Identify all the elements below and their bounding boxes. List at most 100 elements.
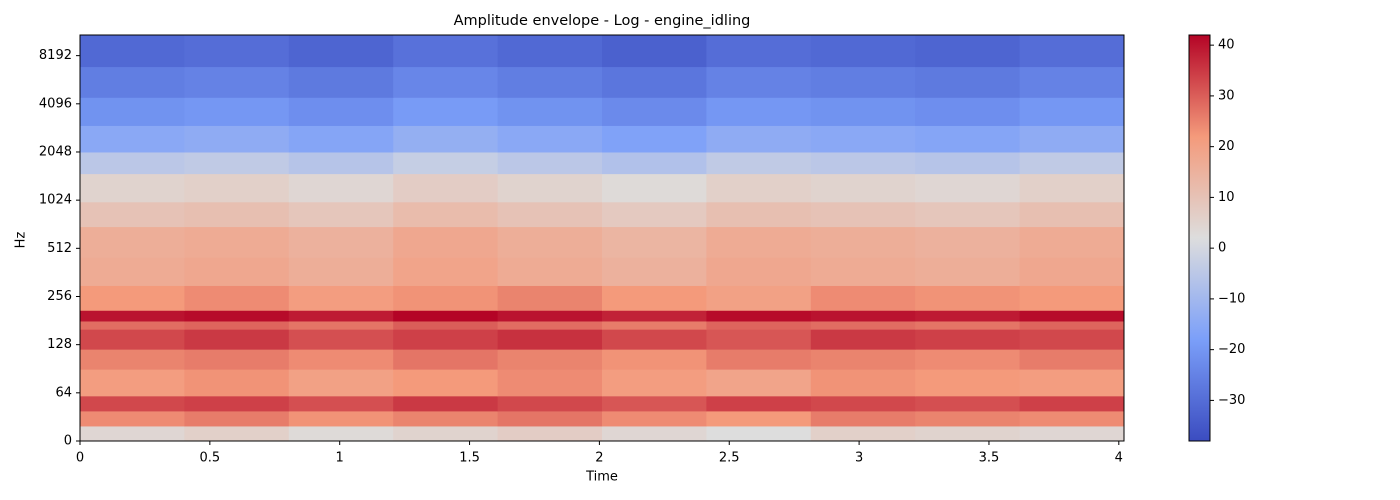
heatmap-cell [497, 320, 603, 330]
colorbar [1188, 34, 1211, 442]
heatmap-cell [80, 310, 185, 322]
heatmap-cell [393, 349, 499, 370]
heatmap-cell [288, 35, 394, 68]
heatmap-cell [706, 173, 812, 203]
heatmap-cell [810, 226, 916, 258]
heatmap-cell [288, 329, 394, 350]
heatmap-cell [602, 125, 707, 153]
y-tick-label: 1024 [39, 193, 72, 208]
heatmap-cell [1019, 425, 1125, 442]
heatmap-cell [706, 285, 812, 311]
y-tick-label: 4096 [39, 96, 72, 111]
heatmap-cell [497, 310, 603, 322]
heatmap-cell [915, 395, 1021, 412]
heatmap-cell [497, 285, 603, 311]
heatmap-cell [706, 125, 812, 153]
heatmap-cell [706, 257, 812, 286]
heatmap-cell [184, 257, 290, 286]
heatmap-cell [602, 320, 707, 330]
heatmap-cell [915, 151, 1021, 175]
heatmap-cell [288, 226, 394, 258]
heatmap-cell [184, 329, 290, 350]
heatmap-cell [810, 173, 916, 203]
heatmap-cell [497, 329, 603, 350]
heatmap-cell [1019, 369, 1125, 397]
heatmap-cell [810, 395, 916, 412]
heatmap-cell [393, 173, 499, 203]
heatmap-cells [80, 35, 1125, 442]
heatmap-cell [706, 369, 812, 397]
colorbar-tick-label: 10 [1218, 190, 1235, 205]
x-tick-label: 1 [336, 451, 344, 466]
heatmap-cell [602, 173, 707, 203]
heatmap-cell [393, 410, 499, 427]
heatmap-cell [706, 410, 812, 427]
y-tick-label: 0 [64, 434, 72, 449]
heatmap-cell [706, 320, 812, 330]
heatmap-cell [184, 201, 290, 228]
x-tick-label: 1.5 [459, 451, 480, 466]
heatmap-cell [706, 395, 812, 412]
heatmap-cell [288, 410, 394, 427]
heatmap-cell [393, 35, 499, 68]
heatmap-cell [497, 35, 603, 68]
heatmap-cell [1019, 35, 1125, 68]
heatmap-cell [184, 310, 290, 322]
heatmap-cell [915, 349, 1021, 370]
heatmap-cell [602, 151, 707, 175]
heatmap-cell [497, 395, 603, 412]
heatmap-cell [1019, 97, 1125, 126]
heatmap-cell [393, 201, 499, 228]
heatmap-cell [810, 310, 916, 322]
heatmap-cell [915, 410, 1021, 427]
colorbar-tick-label: 0 [1218, 241, 1226, 256]
heatmap-cell [1019, 173, 1125, 203]
heatmap-cell [810, 201, 916, 228]
heatmap-cell [915, 226, 1021, 258]
y-tick-label: 512 [47, 241, 72, 256]
heatmap-cell [497, 349, 603, 370]
heatmap-cell [288, 125, 394, 153]
heatmap-cell [706, 151, 812, 175]
x-axis-label: Time [585, 470, 618, 485]
heatmap-cell [80, 425, 185, 442]
heatmap-cell [915, 310, 1021, 322]
heatmap-cell [288, 310, 394, 322]
chart-title: Amplitude envelope - Log - engine_idling [454, 13, 751, 29]
heatmap-cell [602, 329, 707, 350]
colorbar-tick-label: −30 [1218, 393, 1245, 408]
heatmap-cell [706, 97, 812, 126]
heatmap-cell [288, 173, 394, 203]
heatmap-cell [915, 173, 1021, 203]
y-tick-label: 128 [47, 337, 72, 352]
heatmap-cell [1019, 125, 1125, 153]
heatmap-cell [80, 151, 185, 175]
heatmap-cell [288, 201, 394, 228]
heatmap-cell [1019, 257, 1125, 286]
heatmap-cell [497, 369, 603, 397]
heatmap-cell [497, 410, 603, 427]
x-tick-label: 2.5 [719, 451, 740, 466]
heatmap-cell [706, 201, 812, 228]
heatmap-cell [497, 257, 603, 286]
x-tick-label: 3.5 [979, 451, 1000, 466]
heatmap-cell [184, 410, 290, 427]
heatmap-cell [288, 66, 394, 98]
heatmap-cell [810, 151, 916, 175]
heatmap-cell [1019, 329, 1125, 350]
heatmap-cell [915, 320, 1021, 330]
heatmap-cell [497, 425, 603, 442]
heatmap-cell [184, 369, 290, 397]
heatmap-cell [497, 125, 603, 153]
heatmap-cell [497, 201, 603, 228]
heatmap-cell [288, 151, 394, 175]
heatmap-cell [393, 329, 499, 350]
heatmap-cell [810, 35, 916, 68]
heatmap-cell [810, 369, 916, 397]
heatmap-cell [602, 395, 707, 412]
heatmap-cell [80, 285, 185, 311]
heatmap-cell [810, 97, 916, 126]
heatmap-cell [184, 226, 290, 258]
heatmap-cell [80, 369, 185, 397]
heatmap-cell [497, 173, 603, 203]
